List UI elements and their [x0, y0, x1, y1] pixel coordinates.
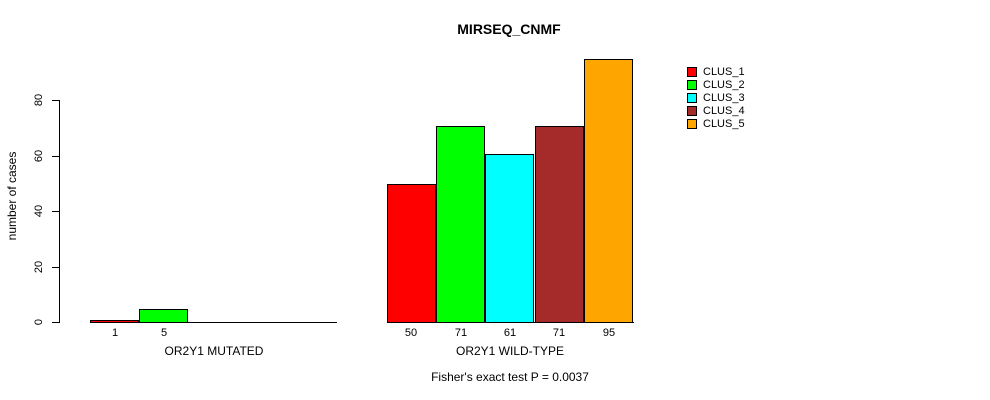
legend-label: CLUS_4 [703, 104, 745, 117]
legend-label: CLUS_2 [703, 78, 745, 91]
legend-row: CLUS_3 [687, 91, 745, 104]
y-tick-label: 60 [33, 149, 45, 162]
group-baseline [90, 322, 337, 323]
legend: CLUS_1 CLUS_2 CLUS_3 CLUS_4 CLUS_5 [687, 65, 745, 130]
y-axis-line [59, 100, 60, 323]
bar-value-label: 5 [160, 327, 168, 339]
y-tick-mark [52, 155, 59, 157]
y-tick-label: 0 [33, 318, 45, 326]
y-tick-mark [52, 322, 59, 323]
legend-swatch-icon [687, 105, 697, 116]
y-tick-mark [52, 100, 59, 101]
bar-value-label: 50 [404, 327, 418, 339]
legend-row: CLUS_1 [687, 65, 745, 78]
bar-clus_3 [485, 154, 534, 323]
fisher-test-annotation: Fisher's exact test P = 0.0037 [431, 370, 589, 384]
bar-value-label: 71 [552, 327, 566, 339]
bar-clus_2 [139, 309, 188, 323]
bar-clus_5 [584, 59, 633, 323]
chart-title: MIRSEQ_CNMF [457, 21, 561, 37]
bar-clus_1 [90, 320, 139, 323]
group-label: OR2Y1 WILD-TYPE [455, 344, 565, 358]
legend-row: CLUS_5 [687, 117, 745, 130]
legend-row: CLUS_2 [687, 78, 745, 91]
legend-label: CLUS_5 [703, 117, 745, 130]
legend-label: CLUS_1 [703, 65, 745, 78]
y-tick-label: 80 [33, 93, 45, 107]
bar-value-label: 61 [503, 327, 517, 339]
legend-swatch-icon [687, 92, 697, 103]
bar-value-label: 1 [111, 327, 119, 339]
legend-label: CLUS_3 [703, 91, 745, 104]
y-axis-title: number of cases [5, 151, 19, 241]
legend-row: CLUS_4 [687, 104, 745, 117]
bar-value-label: 71 [454, 327, 468, 339]
legend-swatch-icon [687, 79, 697, 90]
bar-clus_4 [535, 126, 584, 323]
bar-clus_2 [436, 126, 485, 323]
legend-swatch-icon [687, 118, 697, 129]
y-tick-mark [52, 266, 59, 268]
legend-swatch-icon [687, 66, 697, 77]
y-tick-label: 40 [33, 204, 45, 218]
bar-value-label: 95 [602, 327, 616, 339]
y-tick-label: 20 [33, 260, 45, 273]
y-tick-mark [52, 211, 59, 212]
group-label: OR2Y1 MUTATED [164, 344, 264, 358]
bar-clus_1 [387, 184, 436, 323]
